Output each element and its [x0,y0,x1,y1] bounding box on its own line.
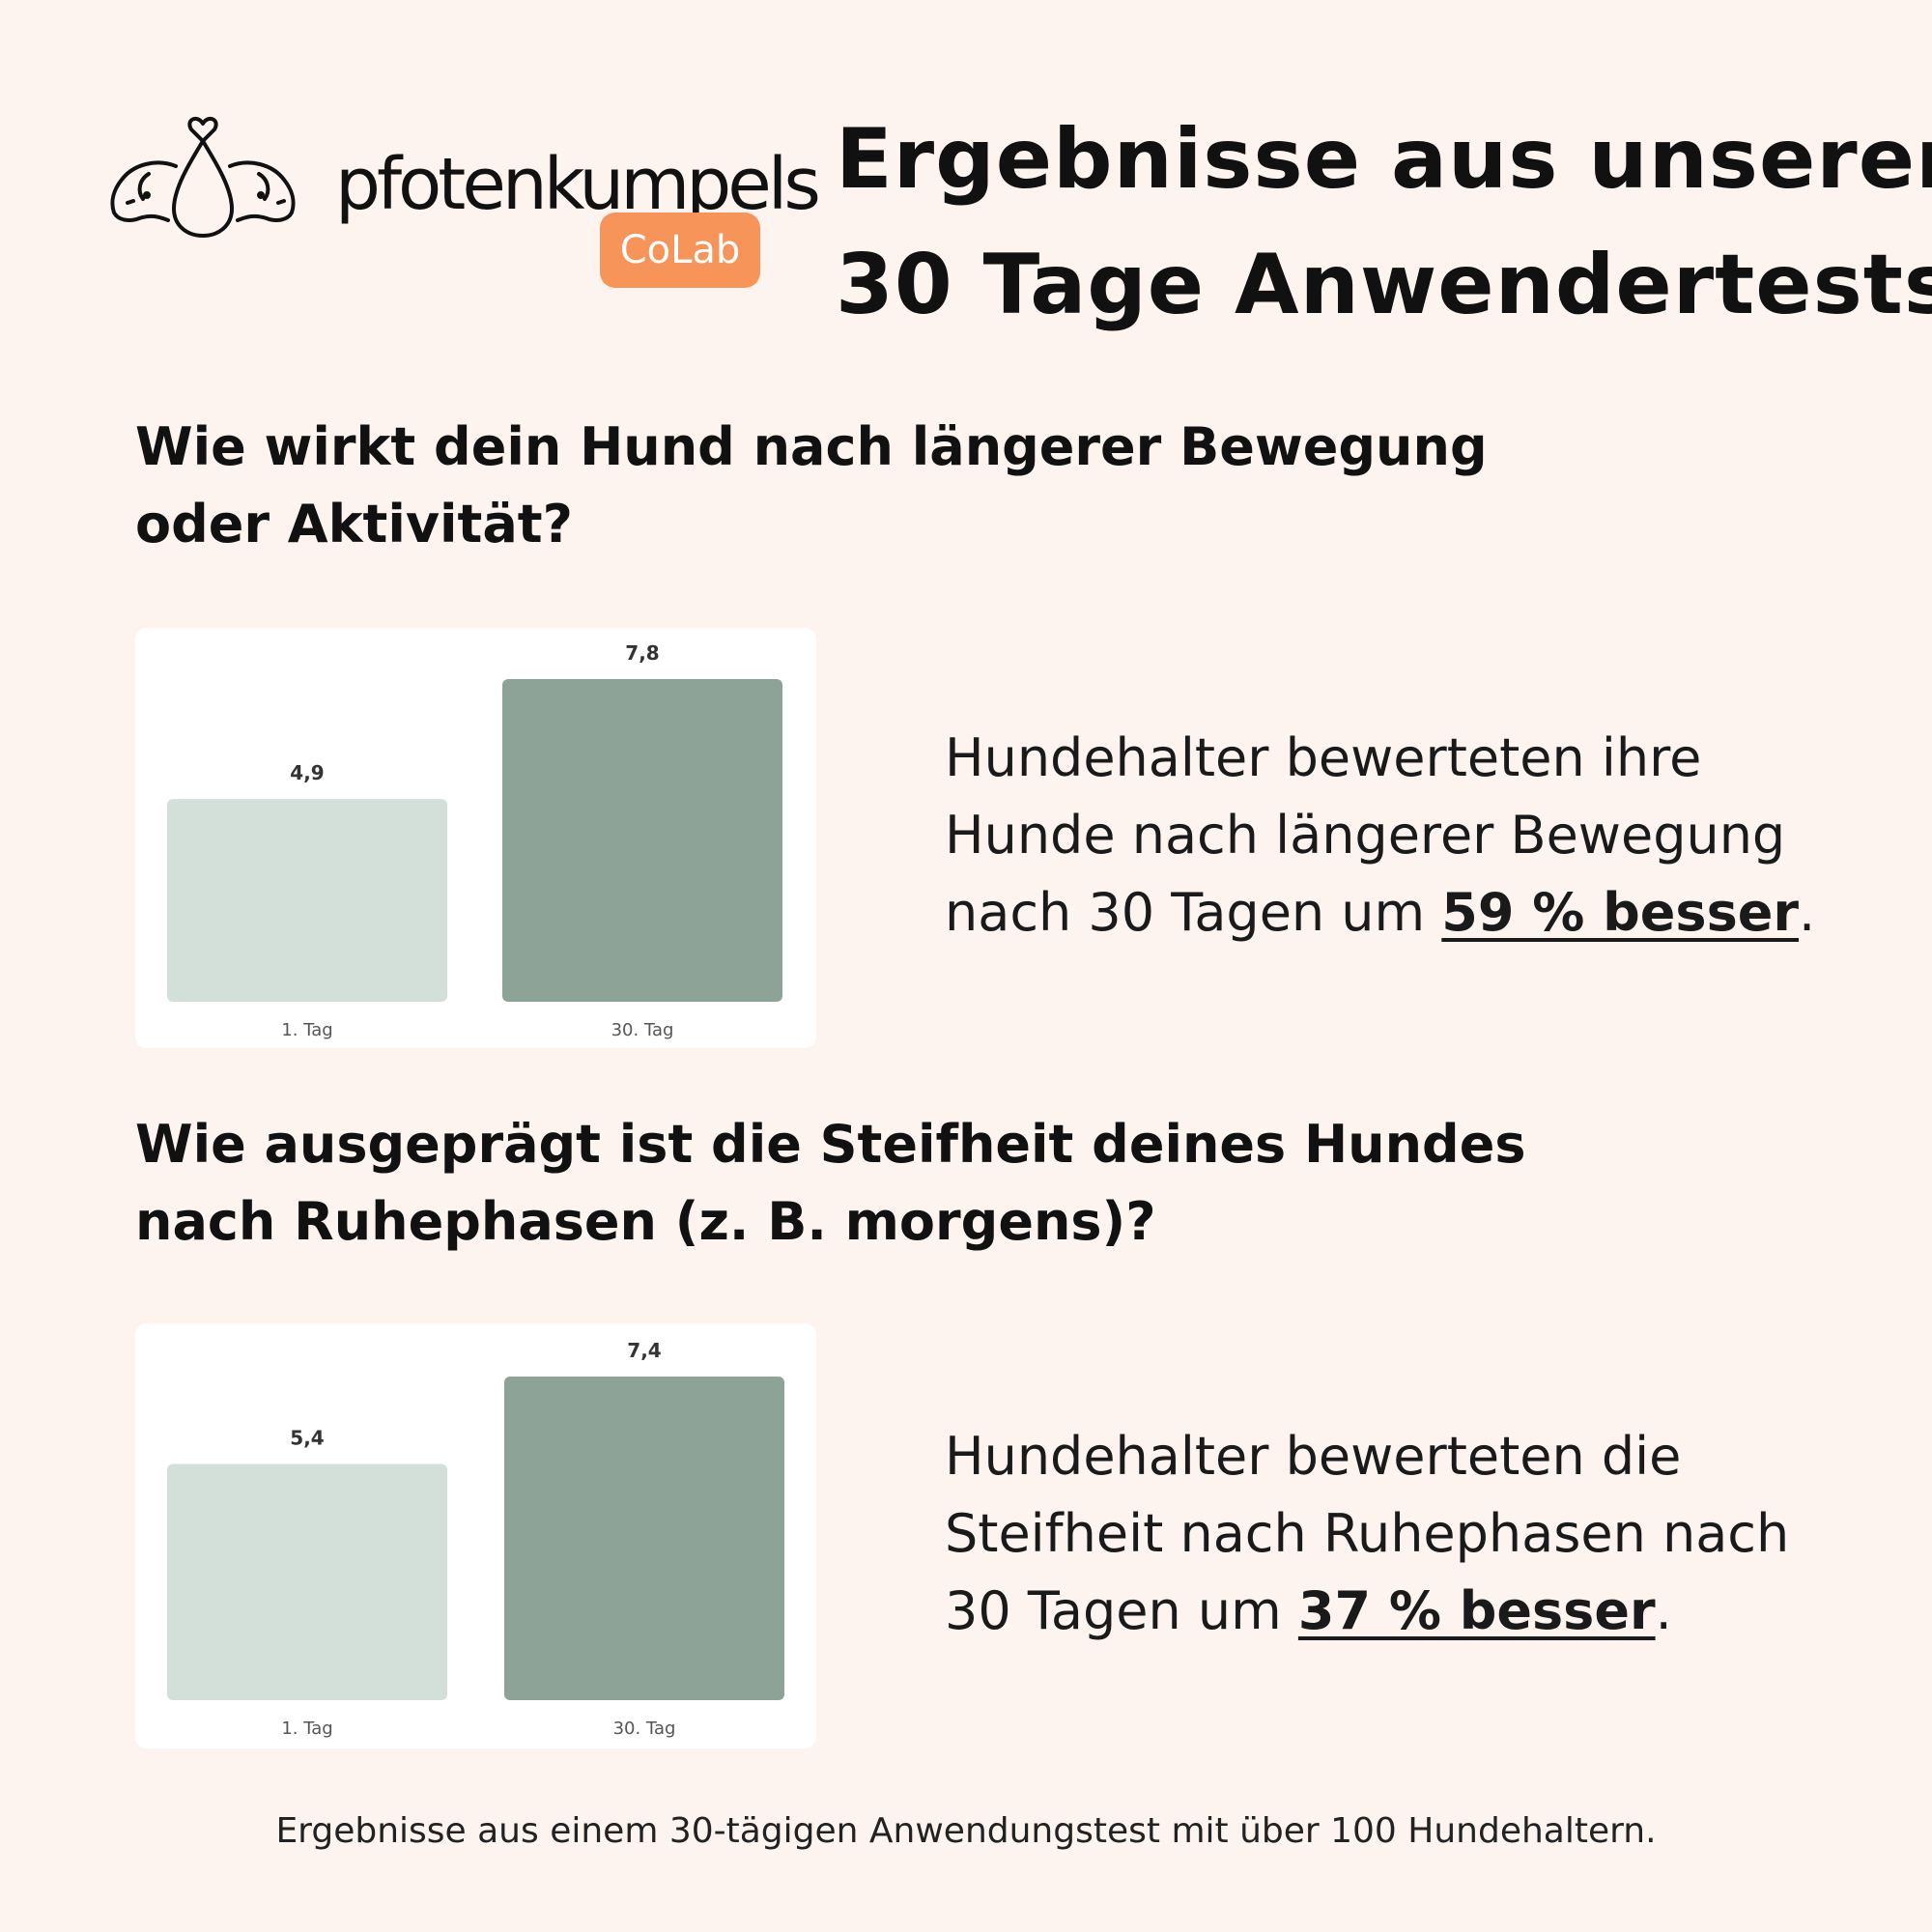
page-title-line-1: Ergebnisse aus unserem [836,111,1932,208]
result-2-line-1: Hundehalter bewerteten die [945,1426,1682,1487]
category-label-2: 30. Tag [611,1020,674,1040]
bar-chart-2: 5,4 1. Tag 7,4 30. Tag [167,1339,784,1739]
category-label-2: 30. Tag [613,1719,676,1739]
question-2-line-1: Wie ausgeprägt ist die Steifheit deines … [135,1114,1526,1175]
question-1-line-1: Wie wirkt dein Hund nach längerer Bewegu… [135,416,1488,477]
brand-name: pfotenkumpels [335,143,821,226]
colab-badge: CoLab [600,213,760,288]
question-1-line-2: oder Aktivität? [135,494,573,554]
result-2-suffix: . [1655,1580,1672,1641]
bar-1 [167,1463,447,1700]
bar-value-label-2: 7,4 [627,1339,661,1362]
bar-chart-1: 4,9 1. Tag 7,8 30. Tag [167,641,782,1040]
result-2-line-2: Steifheit nach Ruhephasen nach [945,1503,1790,1564]
result-2-highlight: 37 % besser [1297,1580,1656,1641]
result-1-line-2: Hunde nach längerer Bewegung [945,805,1786,866]
bar-value-label-1: 5,4 [290,1427,324,1450]
result-1-line-1: Hundehalter bewerteten ihre [945,727,1702,788]
chart-card-1: 4,9 1. Tag 7,8 30. Tag [135,628,816,1048]
result-1-suffix: . [1798,882,1816,943]
chart-card-2: 5,4 1. Tag 7,4 30. Tag [135,1323,816,1748]
page-title: Ergebnisse aus unserem 30 Tage Anwendert… [836,97,1932,348]
question-2: Wie ausgeprägt ist die Steifheit deines … [135,1106,1526,1261]
result-2-line-3: 30 Tagen um 37 % besser. [945,1573,1911,1650]
bar-1 [167,799,447,1002]
question-1: Wie wirkt dein Hund nach längerer Bewegu… [135,409,1488,563]
question-2-line-2: nach Ruhephasen (z. B. morgens)? [135,1191,1156,1252]
bar-2 [504,1377,784,1700]
result-2-prefix: 30 Tagen um [945,1580,1298,1641]
brand-logo: pfotenkumpels CoLab [108,106,821,299]
category-label-1: 1. Tag [281,1719,332,1739]
result-text-2: Hundehalter bewerteten die Steifheit nac… [945,1418,1911,1650]
page-title-line-2: 30 Tage Anwendertests [836,237,1932,333]
result-1-prefix: nach 30 Tagen um [945,882,1442,943]
result-1-highlight: 59 % besser [1441,882,1799,943]
result-text-1: Hundehalter bewerteten ihre Hunde nach l… [945,720,1911,952]
bar-value-label-1: 4,9 [290,761,324,784]
result-1-line-3: nach 30 Tagen um 59 % besser. [945,874,1911,952]
bar-value-label-2: 7,8 [625,641,659,665]
bar-2 [502,679,782,1002]
two-dogs-heart-icon [110,116,296,238]
category-label-1: 1. Tag [281,1020,332,1040]
footnote: Ergebnisse aus einem 30-tägigen Anwendun… [275,1811,1657,1851]
